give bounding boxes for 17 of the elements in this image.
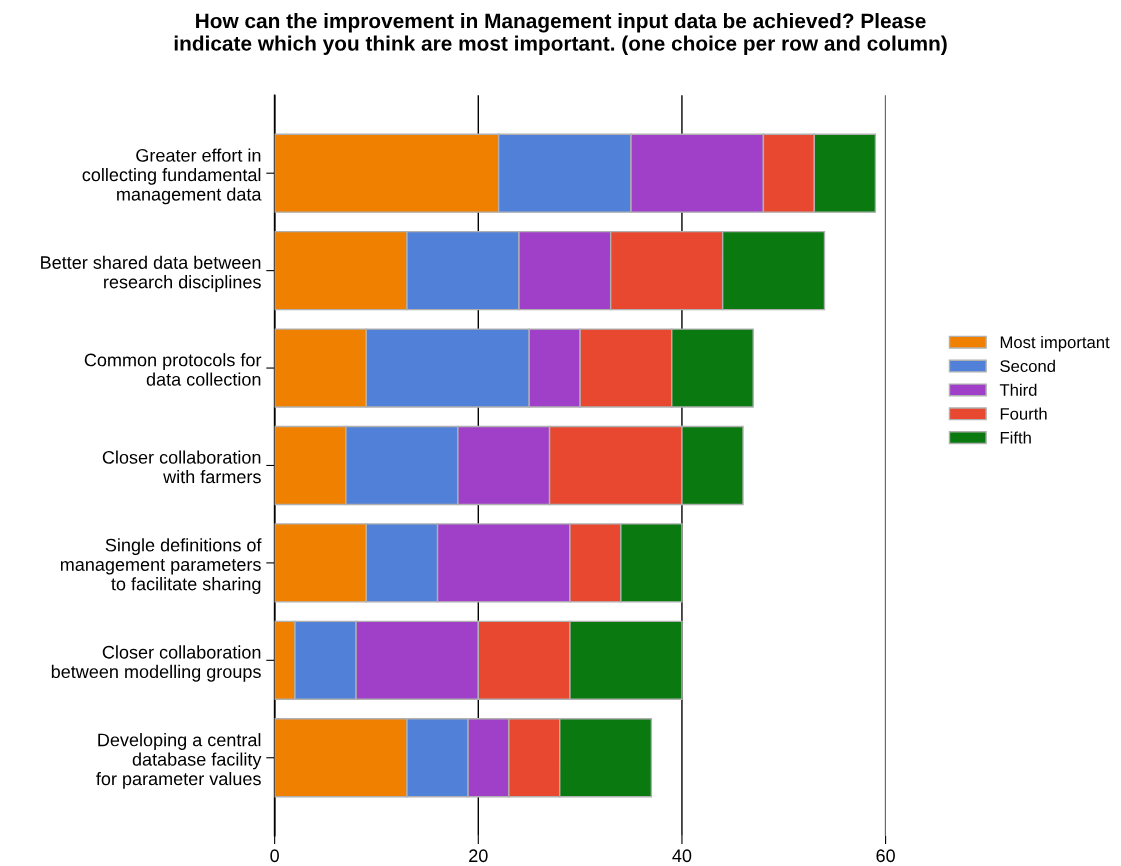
- y-tick-label: Common protocols for data collection: [84, 353, 262, 386]
- legend-label: Second: [1000, 359, 1055, 373]
- x-tick-label: 60: [876, 849, 895, 863]
- legend-label: Fourth: [1000, 407, 1047, 420]
- y-tick-label: Closer collaboration between modelling groups: [51, 645, 261, 682]
- y-tick-label: Single definitions of management parameters to facilitate sharing: [60, 538, 262, 594]
- y-tick-label: Greater effort in collecting fundamental management data: [82, 148, 262, 205]
- x-tick-label: 0: [270, 849, 279, 863]
- legend-label: Most important: [1000, 335, 1110, 352]
- x-tick-label: 20: [469, 849, 488, 863]
- legend-label: Third: [999, 383, 1037, 396]
- x-tick-label: 40: [672, 849, 692, 863]
- y-tick-label: Better shared data between research disciplines: [41, 255, 261, 292]
- y-tick-label: Closer collaboration with farmers: [102, 450, 261, 484]
- y-tick-label: Developing a central database facility for parameter values: [96, 733, 262, 789]
- legend-label: Fifth: [1000, 431, 1031, 444]
- chart-title: How can the improvement in Management input data be achieved? Please indicate which you think are most important. (one choice per row and column): [174, 12, 947, 55]
